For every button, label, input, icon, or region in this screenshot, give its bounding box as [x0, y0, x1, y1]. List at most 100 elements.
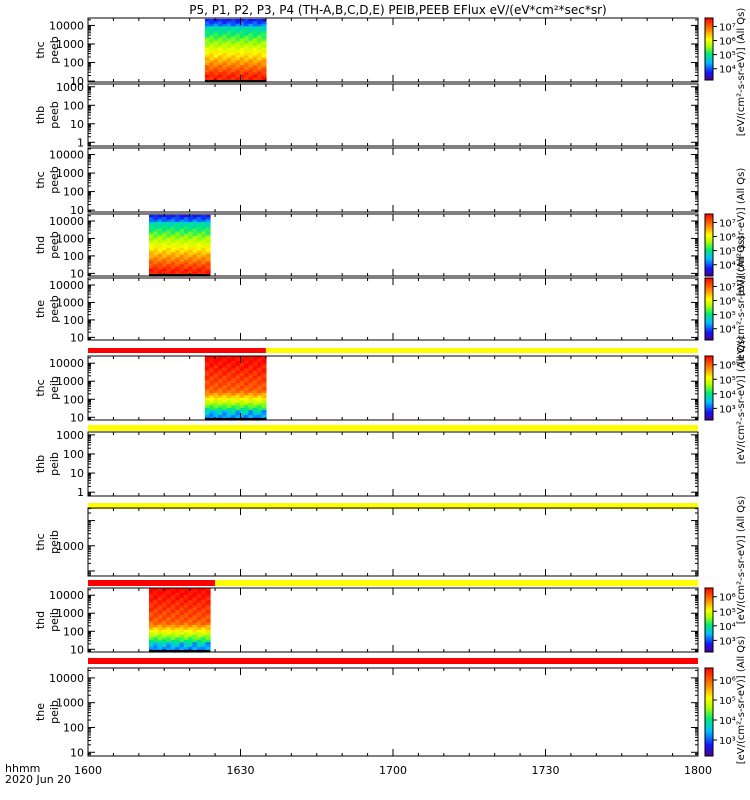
spectrogram-cell	[235, 415, 241, 419]
spectrogram-cell	[201, 271, 207, 275]
spectrogram-cell	[209, 395, 215, 399]
spectrogram-cell	[204, 378, 210, 382]
spectrogram-cell	[183, 632, 189, 636]
spectrogram-cell	[162, 607, 168, 611]
spectrogram-cell	[183, 266, 189, 270]
spectrogram-cell	[170, 224, 176, 228]
spectrogram-cell	[226, 402, 232, 406]
spectrogram-cell	[205, 627, 211, 631]
spectrogram-cell	[239, 383, 245, 387]
spectrogram-cell	[196, 634, 202, 638]
spectrogram-cell	[204, 365, 210, 369]
spectrogram-cell	[157, 236, 163, 239]
spectrogram-cell	[183, 268, 189, 272]
spectrogram-cell	[157, 607, 163, 611]
spectrogram-cell	[192, 238, 198, 242]
spectrogram-cell	[231, 380, 237, 384]
spectrogram-cell	[248, 402, 254, 406]
spectrogram-cell	[188, 233, 194, 237]
spectrogram-cell	[205, 240, 211, 244]
spectrogram-cell	[201, 261, 207, 265]
spectrogram-cell	[226, 50, 232, 54]
spectrogram-cell	[170, 595, 176, 599]
spectrogram-cell	[170, 254, 176, 258]
spectrogram-cell	[149, 252, 154, 256]
spectrogram-cell	[257, 385, 263, 389]
spectrogram-cell	[205, 236, 211, 239]
spectrogram-cell	[149, 250, 154, 254]
colorbar-tick-label: 10³	[719, 736, 736, 747]
spectrogram-cell	[244, 370, 250, 374]
spectrogram-cell	[226, 375, 232, 379]
spectrogram-cell	[192, 617, 198, 621]
panel-frame	[87, 507, 699, 577]
spectrogram-cell	[257, 415, 263, 419]
spectrogram-cell	[175, 629, 181, 633]
spectrogram-cell	[175, 245, 181, 249]
spectrogram-cell	[157, 590, 163, 594]
panel-frame	[87, 355, 699, 421]
spectrogram-cell	[170, 266, 176, 270]
spectrogram-cell	[213, 57, 219, 61]
spectrogram-cell	[244, 52, 250, 56]
spectrogram-cell	[248, 35, 254, 39]
y-tick-label: 10	[70, 331, 84, 344]
spectrogram-cell	[248, 55, 254, 59]
spectrogram-cell	[217, 365, 223, 369]
colorbar-tick-label: 10⁴	[719, 65, 736, 76]
spectrogram-cell	[213, 368, 219, 372]
spectrogram-cell	[244, 360, 250, 364]
spectrogram-cell	[153, 250, 159, 254]
spectrogram-cell	[170, 612, 176, 616]
spectrogram-cell	[162, 590, 168, 594]
spectrogram-cell	[153, 254, 159, 258]
y-tick-label: 100	[63, 250, 84, 263]
spectrogram-cell	[204, 21, 210, 25]
spectrogram-cell	[149, 607, 154, 611]
spectrogram-cell	[213, 388, 219, 392]
spectrogram-cell	[188, 595, 194, 599]
spectrogram-cell	[179, 610, 185, 614]
spectrogram-cell	[183, 214, 189, 218]
y-tick-label: 1000	[56, 167, 84, 180]
spectrogram-cell	[204, 28, 210, 32]
spectrogram-cell	[162, 259, 168, 263]
spectrogram-cell	[248, 380, 254, 384]
spectrogram-cell	[183, 602, 189, 606]
spectrogram-cell	[166, 605, 172, 609]
spectrogram-cell	[149, 622, 154, 626]
spectrogram-cell	[252, 395, 258, 399]
spectrogram-cell	[166, 261, 172, 265]
spectrogram-cell	[166, 634, 172, 638]
spectrogram-cell	[157, 629, 163, 633]
spectrogram-cell	[188, 610, 194, 614]
spectrogram-cell	[175, 597, 181, 601]
spectrogram-cell	[257, 375, 263, 379]
spectrogram-cell	[162, 627, 168, 631]
spectrogram-cell	[235, 31, 241, 35]
spectrogram-cell	[170, 588, 176, 592]
spectrogram-cell	[196, 259, 202, 263]
spectrogram-cell	[252, 21, 258, 25]
spectrogram-cell	[252, 45, 258, 49]
spectrogram-cell	[248, 23, 254, 27]
spectrogram-cell	[239, 21, 245, 25]
spectrogram-cell	[213, 385, 219, 389]
spectrogram-cell	[209, 45, 215, 49]
spectrogram-cell	[239, 23, 245, 27]
spectrogram-cell	[261, 52, 267, 56]
spectrogram-cell	[217, 35, 223, 39]
spectrogram-cell	[149, 632, 154, 636]
spectrogram-cell	[231, 62, 237, 66]
spectrogram-cell	[222, 368, 228, 372]
spectrogram-cell	[162, 226, 168, 230]
spectrogram-cell	[205, 597, 211, 601]
spectrogram-cell	[231, 50, 237, 54]
spectrogram-cell	[205, 268, 211, 272]
spectrogram-cell	[213, 26, 219, 30]
spectrogram-cell	[235, 33, 241, 37]
spectrogram-cell	[261, 40, 267, 44]
spectrogram-cell	[196, 617, 202, 621]
